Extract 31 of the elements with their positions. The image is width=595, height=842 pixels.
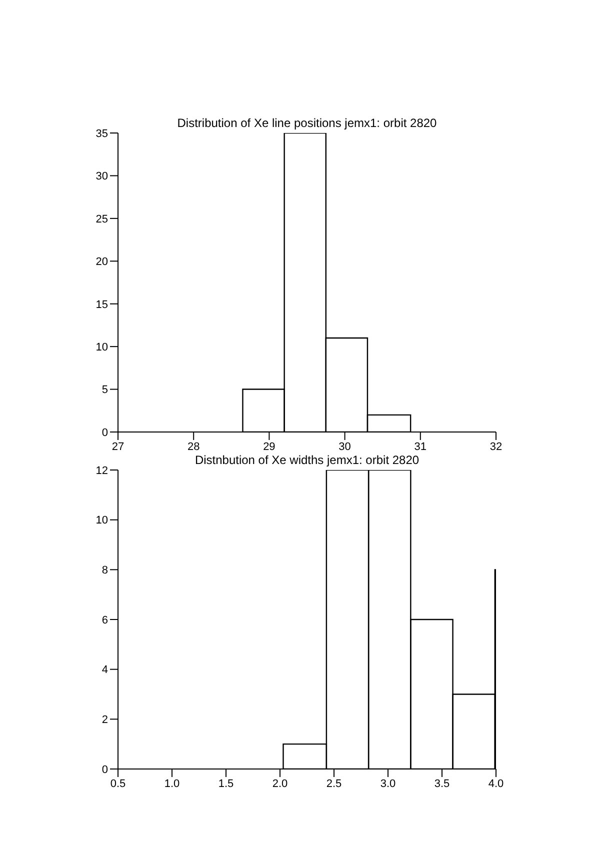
x-tick-label: 3.0: [380, 778, 396, 790]
y-tick-label: 30: [96, 170, 108, 183]
y-tick-label: 0: [102, 764, 108, 776]
x-tick-label: 0.5: [110, 778, 126, 790]
x-tick-label: 31: [414, 440, 427, 453]
y-tick-label: 4: [102, 664, 108, 676]
chart-title: Distnbution of Xe widths jemx1: orbit 2820: [194, 453, 420, 467]
x-tick-label: 29: [263, 440, 276, 453]
y-tick-label: 5: [102, 384, 108, 396]
y-tick-label: 10: [96, 514, 108, 527]
x-tick-label: 28: [187, 440, 200, 453]
x-tick-label: 1.5: [218, 778, 234, 790]
x-tick-label: 1.0: [164, 778, 180, 790]
y-tick-label: 8: [102, 564, 108, 577]
y-tick-label: 2: [102, 714, 108, 726]
chart-title: Distribution of Xe line positions jemx1: orbit 2820: [176, 116, 438, 130]
y-tick-label: 0: [102, 426, 108, 439]
y-tick-label: 35: [96, 128, 108, 140]
y-tick-label: 10: [96, 341, 108, 354]
y-tick-label: 25: [96, 213, 108, 226]
x-tick-label: 4.0: [488, 778, 504, 790]
x-tick-label: 32: [490, 440, 502, 453]
x-tick-label: 2.5: [326, 778, 342, 790]
x-tick-label: 2.0: [272, 778, 288, 790]
y-tick-label: 6: [102, 614, 108, 626]
x-tick-label: 27: [112, 440, 124, 453]
y-tick-label: 15: [96, 298, 108, 311]
x-tick-label: 3.5: [434, 778, 450, 790]
y-tick-label: 20: [96, 256, 108, 268]
x-tick-label: 30: [338, 440, 351, 453]
y-tick-label: 12: [96, 464, 108, 477]
